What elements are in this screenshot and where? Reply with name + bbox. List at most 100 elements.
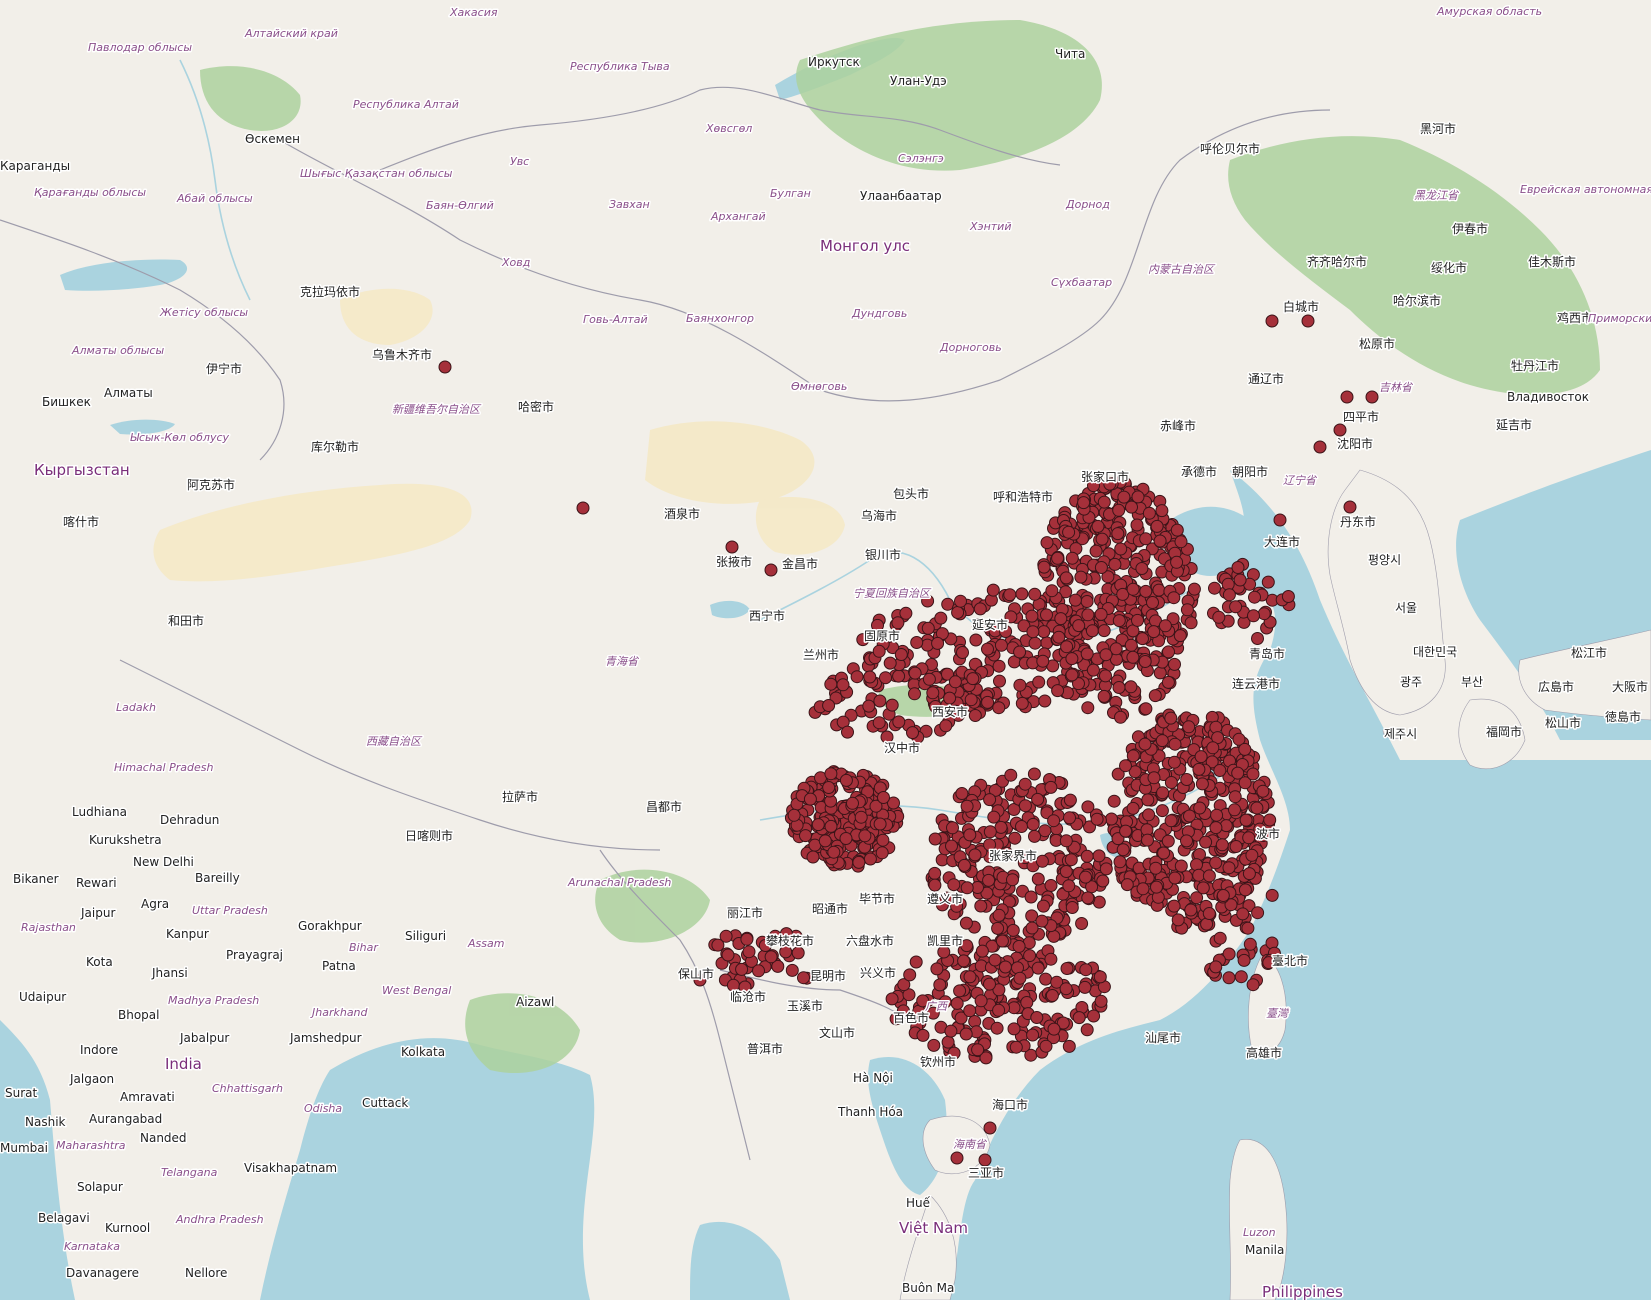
map-point <box>1013 940 1025 952</box>
map-point <box>1032 873 1044 885</box>
label-buon-ma: Buôn Ma <box>902 1281 954 1295</box>
label-gorakhpur: Gorakhpur <box>298 919 362 933</box>
label-thanh-hoa: Thanh Hóa <box>837 1105 903 1119</box>
map-point <box>1185 904 1197 916</box>
label-yichun: 伊春市 <box>1452 221 1488 236</box>
map-point <box>1127 583 1139 595</box>
map-point <box>1257 785 1269 797</box>
map-point <box>1153 584 1165 596</box>
map-point <box>1109 558 1121 570</box>
label-dundgovi: Дундговь <box>851 307 907 320</box>
map-point <box>945 1025 957 1037</box>
map-point <box>1037 655 1049 667</box>
label-mongolia: Монгол улс <box>820 237 910 255</box>
map-point <box>1171 556 1183 568</box>
map-point <box>993 909 1005 921</box>
label-bareilly: Bareilly <box>195 871 240 885</box>
label-philippines: Philippines <box>1262 1283 1343 1300</box>
map-point <box>1033 676 1045 688</box>
map-point <box>1025 891 1037 903</box>
label-chita: Чита <box>1055 47 1085 61</box>
map-point <box>935 612 947 624</box>
map-point <box>1203 870 1215 882</box>
map-point <box>1175 860 1187 872</box>
map-point <box>1117 844 1129 856</box>
map-point <box>1063 1040 1075 1052</box>
map-point <box>969 710 981 722</box>
label-rajasthan: Rajasthan <box>21 921 76 934</box>
map-point <box>1140 533 1152 545</box>
label-bayan-olgii: Баян-Өлгий <box>426 199 494 212</box>
label-kyrgyzstan: Кыргызстан <box>34 461 130 479</box>
label-karnataka: Karnataka <box>64 1240 120 1253</box>
map-point <box>1168 900 1180 912</box>
map-point <box>949 676 961 688</box>
map-point <box>1210 857 1222 869</box>
label-manila: Manila <box>1245 1243 1284 1257</box>
map-point <box>1243 832 1255 844</box>
map-point <box>1266 889 1278 901</box>
map-point <box>1139 738 1151 750</box>
map-point <box>439 361 451 373</box>
map-point <box>1239 884 1251 896</box>
map-point <box>1009 832 1021 844</box>
label-surat: Surat <box>5 1086 38 1100</box>
map-point <box>1038 561 1050 573</box>
label-kurukshetra: Kurukshetra <box>89 833 162 847</box>
map-point <box>1016 697 1028 709</box>
map-point <box>1073 1012 1085 1024</box>
map-point <box>1125 639 1137 651</box>
map-point <box>1229 804 1241 816</box>
map-point <box>864 853 876 865</box>
map-point <box>792 947 804 959</box>
map-point <box>1150 862 1162 874</box>
map-point <box>1019 778 1031 790</box>
map-point <box>874 818 886 830</box>
map-point <box>1095 608 1107 620</box>
map-point <box>800 830 812 842</box>
label-bulgan: Булган <box>770 187 811 200</box>
label-irkutsk: Иркутск <box>808 55 860 69</box>
label-dornod: Дорнод <box>1065 198 1110 211</box>
map-point <box>1196 778 1208 790</box>
map-point <box>880 672 892 684</box>
map-point <box>942 598 954 610</box>
map-point <box>712 939 724 951</box>
map-point <box>1066 653 1078 665</box>
map-point <box>1185 617 1197 629</box>
label-nellore: Nellore <box>185 1266 227 1280</box>
map-point <box>1239 743 1251 755</box>
label-solapur: Solapur <box>77 1180 123 1194</box>
map-point <box>942 1036 954 1048</box>
map-point <box>931 963 943 975</box>
label-puer: 普洱市 <box>747 1041 783 1056</box>
label-haikou: 海口市 <box>992 1097 1028 1112</box>
map-point <box>765 951 777 963</box>
label-jiamusi: 佳木斯市 <box>1528 254 1576 269</box>
map-point <box>946 840 958 852</box>
label-ladakh: Ladakh <box>116 701 156 714</box>
map-point <box>1087 664 1099 676</box>
map-point <box>1060 572 1072 584</box>
label-yining: 伊宁市 <box>206 361 242 376</box>
label-heilongjiang: 黑龙江省 <box>1414 189 1460 202</box>
label-assam: Assam <box>467 937 504 950</box>
map-point <box>951 997 963 1009</box>
label-karaganda: Караганды <box>0 159 70 173</box>
map-point <box>1142 834 1154 846</box>
map-point <box>1302 315 1314 327</box>
map-point <box>855 811 867 823</box>
map-point <box>1168 756 1180 768</box>
map-point <box>1036 855 1048 867</box>
map-point <box>952 607 964 619</box>
label-visakhapatnam: Visakhapatnam <box>244 1161 337 1175</box>
label-khovd: Ховд <box>501 256 530 269</box>
map-point <box>1172 914 1184 926</box>
label-kashgar: 喀什市 <box>63 514 99 529</box>
map-point <box>892 617 904 629</box>
map-point <box>873 717 885 729</box>
label-yinchuan: 银川市 <box>865 547 901 562</box>
map-point <box>1060 983 1072 995</box>
map-point <box>1169 738 1181 750</box>
